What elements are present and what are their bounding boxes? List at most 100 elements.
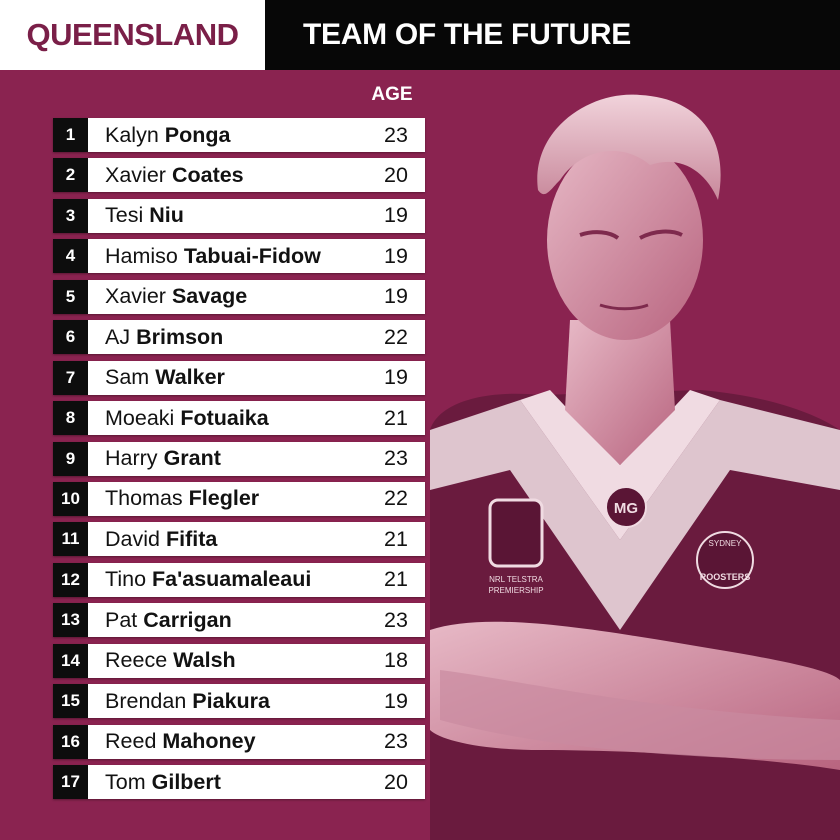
player-age: 19 — [367, 198, 425, 233]
competition-text: NRL TELSTRA — [489, 575, 543, 584]
player-number: 14 — [53, 643, 88, 678]
player-last-name: Grant — [163, 446, 221, 470]
club-logo-bottom: ROOSTERS — [700, 572, 751, 582]
player-name: Pat Carrigan — [88, 603, 367, 638]
player-number: 5 — [53, 279, 88, 314]
player-number: 12 — [53, 562, 88, 597]
player-first-name: Tesi — [105, 203, 144, 228]
player-first-name: Kalyn — [105, 122, 159, 147]
player-name: Brendan Piakura — [88, 684, 367, 719]
player-row: 8 Moeaki Fotuaika 21 — [53, 401, 425, 436]
player-row: 5 Xavier Savage 19 — [53, 279, 425, 314]
player-age: 19 — [367, 239, 425, 274]
player-number: 17 — [53, 765, 88, 799]
player-first-name: AJ — [105, 324, 131, 349]
player-age: 18 — [367, 643, 425, 678]
player-name: Kalyn Ponga — [88, 118, 367, 152]
player-age: 23 — [367, 441, 425, 476]
player-number: 3 — [53, 198, 88, 233]
player-last-name: Niu — [149, 203, 184, 228]
player-number: 10 — [53, 481, 88, 516]
club-logo-top: SYDNEY — [709, 539, 743, 548]
player-last-name: Ponga — [164, 122, 231, 147]
player-row: 9 Harry Grant 23 — [53, 441, 425, 476]
player-name: Reed Mahoney — [88, 724, 367, 759]
player-photo: MG MAGICGLASS NRL TELSTRA PREMIERSHIP SY… — [430, 94, 840, 840]
player-last-name: Flegler — [188, 486, 260, 511]
player-name: Tesi Niu — [88, 198, 367, 233]
player-first-name: Tom — [105, 769, 146, 794]
player-number: 13 — [53, 603, 88, 638]
player-first-name: Sam — [105, 365, 150, 390]
player-row: 16 Reed Mahoney 23 — [53, 724, 425, 759]
player-first-name: Hamiso — [105, 243, 178, 268]
player-name: Thomas Flegler — [88, 481, 367, 516]
player-number: 15 — [53, 684, 88, 719]
title-banner: TEAM OF THE FUTURE — [265, 0, 840, 70]
player-first-name: David — [105, 526, 160, 551]
player-age: 21 — [367, 562, 425, 597]
player-name: David Fifita — [88, 522, 367, 557]
competition-text-2: PREMIERSHIP — [488, 586, 543, 595]
player-number: 9 — [53, 441, 88, 476]
player-name: Xavier Coates — [88, 158, 367, 193]
player-age: 21 — [367, 522, 425, 557]
player-row: 13 Pat Carrigan 23 — [53, 603, 425, 638]
player-name: Sam Walker — [88, 360, 367, 395]
player-age: 19 — [367, 684, 425, 719]
player-age: 21 — [367, 401, 425, 436]
player-last-name: Fifita — [165, 526, 218, 551]
player-row: 3 Tesi Niu 19 — [53, 198, 425, 233]
player-row: 10 Thomas Flegler 22 — [53, 481, 425, 516]
player-first-name: Brendan — [105, 688, 187, 713]
player-last-name: Brimson — [136, 324, 224, 349]
player-first-name: Xavier — [105, 284, 166, 309]
player-first-name: Reed — [105, 729, 157, 754]
player-number: 2 — [53, 158, 88, 193]
player-name: Reece Walsh — [88, 643, 367, 678]
player-row: 1 Kalyn Ponga 23 — [53, 118, 425, 152]
player-name: Harry Grant — [88, 441, 367, 476]
player-row: 12 Tino Fa'asuamaleaui 21 — [53, 562, 425, 597]
player-first-name: Thomas — [105, 486, 183, 511]
player-last-name: Savage — [171, 284, 248, 309]
player-list: 1 Kalyn Ponga 23 2 Xavier Coates 20 3 Tesi Niu 19 4 H… — [53, 118, 425, 805]
player-last-name: Tabuai-Fidow — [183, 243, 321, 268]
player-first-name: Tino — [105, 567, 147, 592]
player-last-name: Gilbert — [151, 769, 221, 794]
player-row: 17 Tom Gilbert 20 — [53, 765, 425, 799]
player-last-name: Fotuaika — [180, 405, 269, 430]
player-last-name: Walker — [155, 365, 225, 390]
player-number: 8 — [53, 401, 88, 436]
player-number: 11 — [53, 522, 88, 557]
player-row: 6 AJ Brimson 22 — [53, 320, 425, 355]
player-row: 11 David Fifita 21 — [53, 522, 425, 557]
player-age: 20 — [367, 765, 425, 799]
player-first-name: Harry — [105, 446, 158, 470]
player-number: 6 — [53, 320, 88, 355]
player-name: Hamiso Tabuai-Fidow — [88, 239, 367, 274]
player-number: 4 — [53, 239, 88, 274]
player-last-name: Carrigan — [143, 607, 232, 632]
player-number: 16 — [53, 724, 88, 759]
player-first-name: Reece — [105, 648, 168, 673]
player-age: 20 — [367, 158, 425, 193]
player-first-name: Xavier — [105, 162, 166, 187]
player-row: 2 Xavier Coates 20 — [53, 158, 425, 193]
player-name: Xavier Savage — [88, 279, 367, 314]
age-column-header: AGE — [371, 84, 413, 105]
player-age: 22 — [367, 481, 425, 516]
player-age: 19 — [367, 360, 425, 395]
player-first-name: Pat — [105, 607, 138, 632]
player-row: 4 Hamiso Tabuai-Fidow 19 — [53, 239, 425, 274]
player-name: AJ Brimson — [88, 320, 367, 355]
player-age: 23 — [367, 603, 425, 638]
player-last-name: Fa'asuamaleaui — [152, 567, 312, 592]
player-last-name: Coates — [171, 162, 244, 187]
player-number: 1 — [53, 118, 88, 152]
state-banner: QUEENSLAND — [0, 0, 265, 70]
player-name: Tom Gilbert — [88, 765, 367, 799]
player-age: 23 — [367, 118, 425, 152]
state-title: QUEENSLAND — [26, 17, 239, 52]
